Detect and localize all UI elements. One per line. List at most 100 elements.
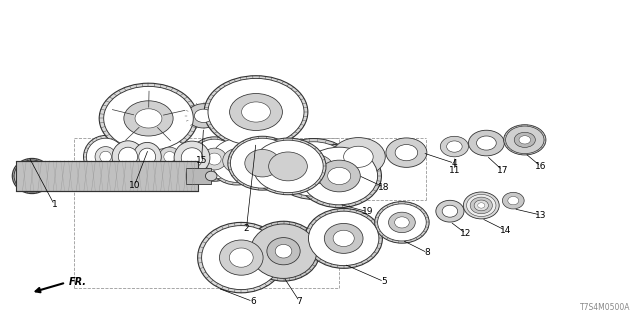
Ellipse shape (195, 109, 212, 123)
Ellipse shape (84, 135, 128, 178)
Ellipse shape (344, 146, 373, 167)
Ellipse shape (253, 140, 323, 193)
Ellipse shape (205, 171, 217, 181)
Ellipse shape (198, 222, 285, 293)
Ellipse shape (269, 152, 307, 181)
Ellipse shape (202, 226, 281, 290)
Ellipse shape (223, 149, 251, 172)
Ellipse shape (305, 209, 383, 268)
Ellipse shape (104, 86, 193, 150)
Text: 12: 12 (460, 229, 472, 238)
Text: T7S4M0500A: T7S4M0500A (580, 303, 630, 312)
Ellipse shape (12, 158, 52, 194)
Ellipse shape (318, 160, 360, 192)
Text: 11: 11 (449, 166, 460, 175)
Ellipse shape (395, 217, 409, 228)
Ellipse shape (474, 200, 488, 211)
Text: 4: 4 (452, 159, 457, 168)
Ellipse shape (301, 147, 378, 205)
Ellipse shape (124, 101, 173, 136)
Text: 16: 16 (535, 162, 547, 171)
Ellipse shape (515, 132, 535, 148)
Ellipse shape (272, 139, 355, 199)
Text: 10: 10 (129, 181, 140, 190)
Ellipse shape (23, 168, 41, 184)
Ellipse shape (374, 202, 429, 243)
Ellipse shape (467, 195, 496, 216)
Ellipse shape (228, 136, 297, 190)
Ellipse shape (28, 172, 36, 180)
Ellipse shape (442, 205, 458, 217)
Ellipse shape (477, 136, 496, 150)
Text: FR.: FR. (69, 276, 87, 287)
Ellipse shape (133, 142, 161, 171)
Text: 1: 1 (52, 200, 57, 209)
Ellipse shape (388, 212, 415, 233)
Ellipse shape (220, 240, 263, 275)
Text: 8: 8 (425, 248, 430, 257)
Bar (16, 161, 198, 191)
Ellipse shape (164, 152, 175, 162)
Text: 14: 14 (500, 226, 511, 235)
Ellipse shape (118, 147, 138, 166)
Ellipse shape (378, 204, 426, 241)
Ellipse shape (242, 102, 270, 122)
Text: 17: 17 (497, 166, 508, 175)
Ellipse shape (519, 136, 531, 144)
Ellipse shape (159, 147, 180, 166)
Ellipse shape (207, 153, 221, 165)
Text: 7: 7 (297, 297, 302, 306)
Ellipse shape (308, 211, 379, 266)
Ellipse shape (208, 136, 266, 185)
Ellipse shape (328, 167, 351, 185)
Ellipse shape (192, 139, 237, 179)
Ellipse shape (211, 139, 262, 182)
Text: 6: 6 (250, 297, 255, 306)
Text: 5: 5 (381, 277, 387, 286)
Ellipse shape (99, 83, 198, 154)
Text: 15: 15 (196, 156, 207, 164)
Ellipse shape (395, 145, 418, 161)
Ellipse shape (506, 126, 544, 154)
Ellipse shape (139, 148, 156, 165)
Ellipse shape (463, 192, 499, 219)
Ellipse shape (204, 76, 308, 148)
Ellipse shape (189, 137, 239, 181)
Ellipse shape (112, 141, 144, 173)
Ellipse shape (276, 142, 351, 196)
Ellipse shape (250, 224, 317, 278)
Ellipse shape (333, 230, 355, 247)
Ellipse shape (244, 149, 280, 177)
Ellipse shape (208, 78, 304, 146)
Ellipse shape (181, 148, 203, 168)
Ellipse shape (477, 203, 485, 208)
Ellipse shape (202, 148, 227, 170)
Ellipse shape (229, 154, 244, 167)
Ellipse shape (230, 93, 282, 131)
Ellipse shape (148, 137, 191, 177)
Ellipse shape (386, 138, 427, 167)
Ellipse shape (267, 237, 300, 265)
Ellipse shape (468, 130, 504, 156)
Ellipse shape (324, 223, 363, 253)
Ellipse shape (502, 192, 524, 209)
Ellipse shape (100, 151, 111, 162)
Ellipse shape (247, 221, 320, 281)
Ellipse shape (86, 138, 125, 175)
Ellipse shape (95, 147, 116, 167)
Ellipse shape (230, 138, 294, 188)
Ellipse shape (135, 109, 162, 128)
Ellipse shape (332, 138, 385, 176)
Ellipse shape (504, 125, 546, 155)
Ellipse shape (297, 144, 381, 208)
Ellipse shape (275, 244, 292, 258)
Ellipse shape (293, 154, 334, 184)
Ellipse shape (174, 141, 210, 174)
Ellipse shape (470, 197, 492, 214)
Ellipse shape (150, 139, 189, 174)
Text: 19: 19 (362, 207, 374, 216)
Ellipse shape (440, 136, 468, 157)
Text: 13: 13 (535, 211, 547, 220)
Ellipse shape (303, 161, 324, 177)
Ellipse shape (436, 200, 464, 222)
